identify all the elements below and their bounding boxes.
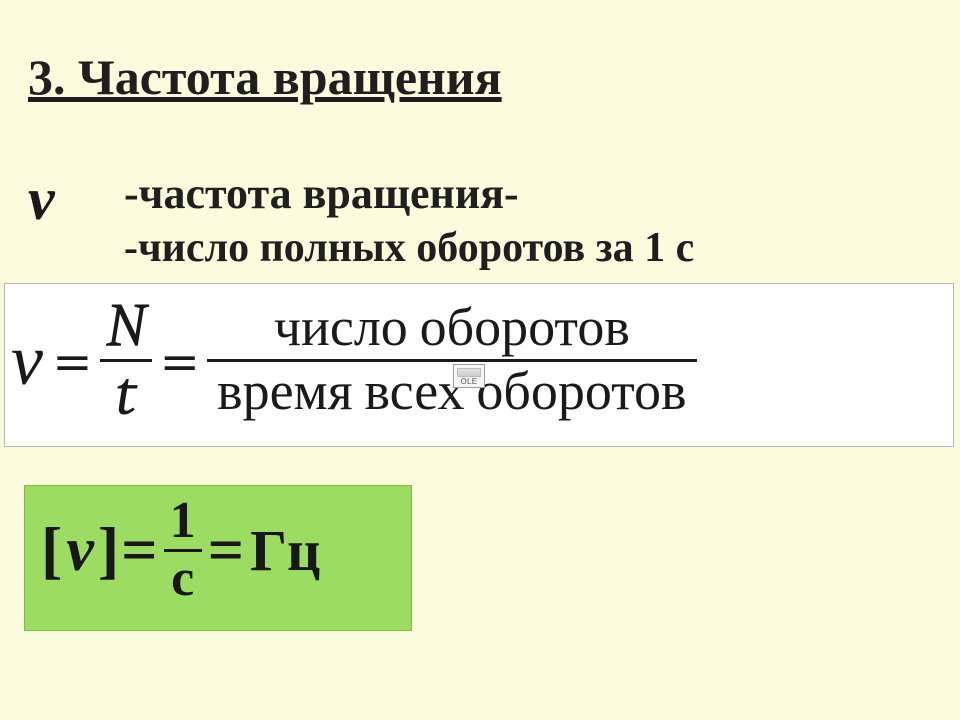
- numerator-words: число оборотов: [264, 298, 640, 359]
- definition-line-2: -число полных оборотов за 1 с: [124, 224, 694, 272]
- units-eq-1: =: [121, 513, 157, 587]
- ole-placeholder-icon: OLE: [453, 364, 485, 388]
- formula-box: ν = N t = число оборотов время всех обор…: [4, 283, 954, 447]
- formula-lhs: ν: [9, 319, 49, 402]
- units-den: с: [165, 552, 200, 607]
- numerator-N: N: [100, 294, 153, 359]
- fraction-N-over-t: N t: [96, 294, 157, 427]
- ole-label: OLE: [454, 377, 484, 386]
- section-title: 3. Частота вращения: [28, 48, 502, 106]
- denominator-t: t: [109, 362, 142, 427]
- units-hz: Гц: [244, 517, 320, 584]
- denominator-words: время всех оборотов: [207, 362, 696, 423]
- units-eq-2: =: [208, 513, 244, 587]
- definition-line-1: -частота вращения-: [124, 168, 519, 219]
- bracket-close: ]: [96, 513, 121, 587]
- units-formula: [ ν ] = 1 с = Гц: [39, 494, 320, 606]
- bracket-open: [: [39, 513, 64, 587]
- nu-symbol: ν: [28, 165, 55, 234]
- fraction-words: число оборотов время всех оборотов: [203, 298, 700, 422]
- equals-1: =: [49, 320, 96, 401]
- equals-2: =: [156, 320, 203, 401]
- units-num: 1: [164, 494, 202, 549]
- units-nu: ν: [64, 515, 96, 586]
- units-box: [ ν ] = 1 с = Гц: [24, 485, 412, 631]
- units-fraction: 1 с: [158, 494, 208, 606]
- rotation-frequency-formula: ν = N t = число оборотов время всех обор…: [9, 294, 701, 427]
